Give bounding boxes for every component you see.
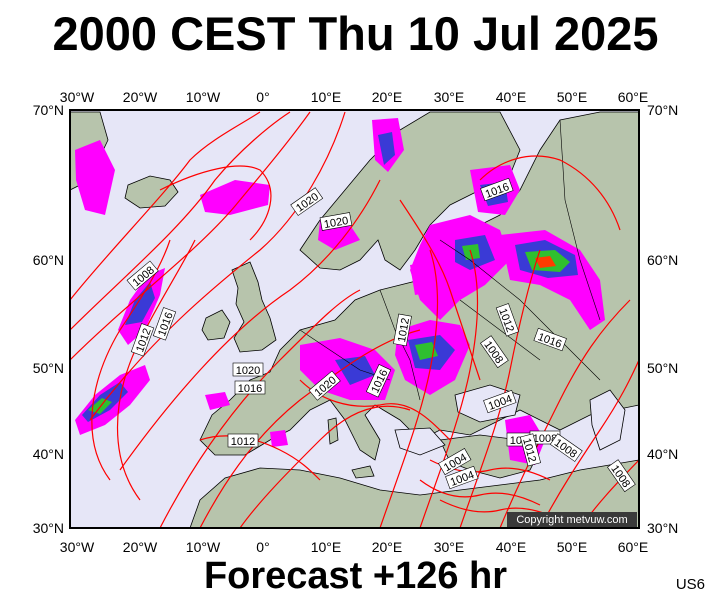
lat-tick-label: 30°N (33, 520, 64, 536)
lon-ticks-top: 30°W 20°W 10°W 0° 10°E 20°E 30°E 40°E 50°E 60°E (60, 89, 648, 105)
copyright-badge: Copyright metvuw.com (507, 512, 637, 527)
lat-tick-label: 60°N (33, 252, 64, 268)
lat-tick-label: 50°N (647, 360, 678, 376)
lon-tick-label: 10°W (186, 89, 221, 105)
lon-tick-label: 20°W (123, 539, 158, 555)
lon-tick-label: 40°E (496, 89, 527, 105)
lon-tick-label: 10°E (311, 89, 342, 105)
lat-tick-label: 70°N (33, 102, 64, 118)
lon-ticks-bottom: 30°W 20°W 10°W 0° 10°E 20°E 30°E 40°E 50°E 60°E (60, 539, 648, 555)
lon-tick-label: 30°E (434, 539, 465, 555)
lon-tick-label: 50°E (557, 89, 588, 105)
lon-tick-label: 20°W (123, 89, 158, 105)
isobar-label: 1012 (227, 433, 259, 448)
lon-tick-label: 30°E (434, 89, 465, 105)
lat-ticks-right: 70°N 60°N 50°N 40°N 30°N (647, 102, 678, 536)
forecast-label: Forecast +126 hr (203, 555, 508, 597)
lon-tick-label: 50°E (557, 539, 588, 555)
lat-tick-label: 70°N (647, 102, 678, 118)
isobar-label-text: 1012 (231, 436, 255, 448)
lat-tick-label: 40°N (33, 446, 64, 462)
lon-tick-label: 0° (256, 89, 269, 105)
isobar-label-text: 1008 (533, 433, 557, 445)
lat-tick-label: 50°N (33, 360, 64, 376)
map-title: 2000 CEST Thu 10 Jul 2025 (52, 7, 659, 60)
model-code: US6 (675, 576, 705, 593)
copyright-text: Copyright metvuw.com (516, 514, 627, 526)
isobar-label: 1016 (234, 380, 266, 395)
lon-tick-label: 60°E (618, 539, 649, 555)
lat-tick-label: 60°N (647, 252, 678, 268)
lon-tick-label: 10°W (186, 539, 221, 555)
lat-ticks-left: 70°N 60°N 50°N 40°N 30°N (33, 102, 64, 536)
lon-tick-label: 20°E (372, 89, 403, 105)
lon-tick-label: 40°E (496, 539, 527, 555)
isobar-label: 1020 (319, 212, 353, 231)
lat-tick-label: 30°N (647, 520, 678, 536)
isobar-label-text: 1020 (323, 215, 349, 231)
isobar-label-text: 1016 (238, 383, 262, 395)
lon-tick-label: 0° (256, 539, 269, 555)
map-frame (69, 109, 640, 529)
lon-tick-label: 10°E (311, 539, 342, 555)
isobar-label: 1012 (393, 313, 412, 347)
isobar-label-text: 1020 (236, 365, 260, 377)
lon-tick-label: 30°W (60, 89, 95, 105)
isobar-label: 1020 (232, 362, 264, 377)
lon-tick-label: 20°E (372, 539, 403, 555)
lat-tick-label: 40°N (647, 446, 678, 462)
lon-tick-label: 60°E (618, 89, 649, 105)
isobar-label-text: 1012 (396, 317, 412, 343)
lon-tick-label: 30°W (60, 539, 95, 555)
